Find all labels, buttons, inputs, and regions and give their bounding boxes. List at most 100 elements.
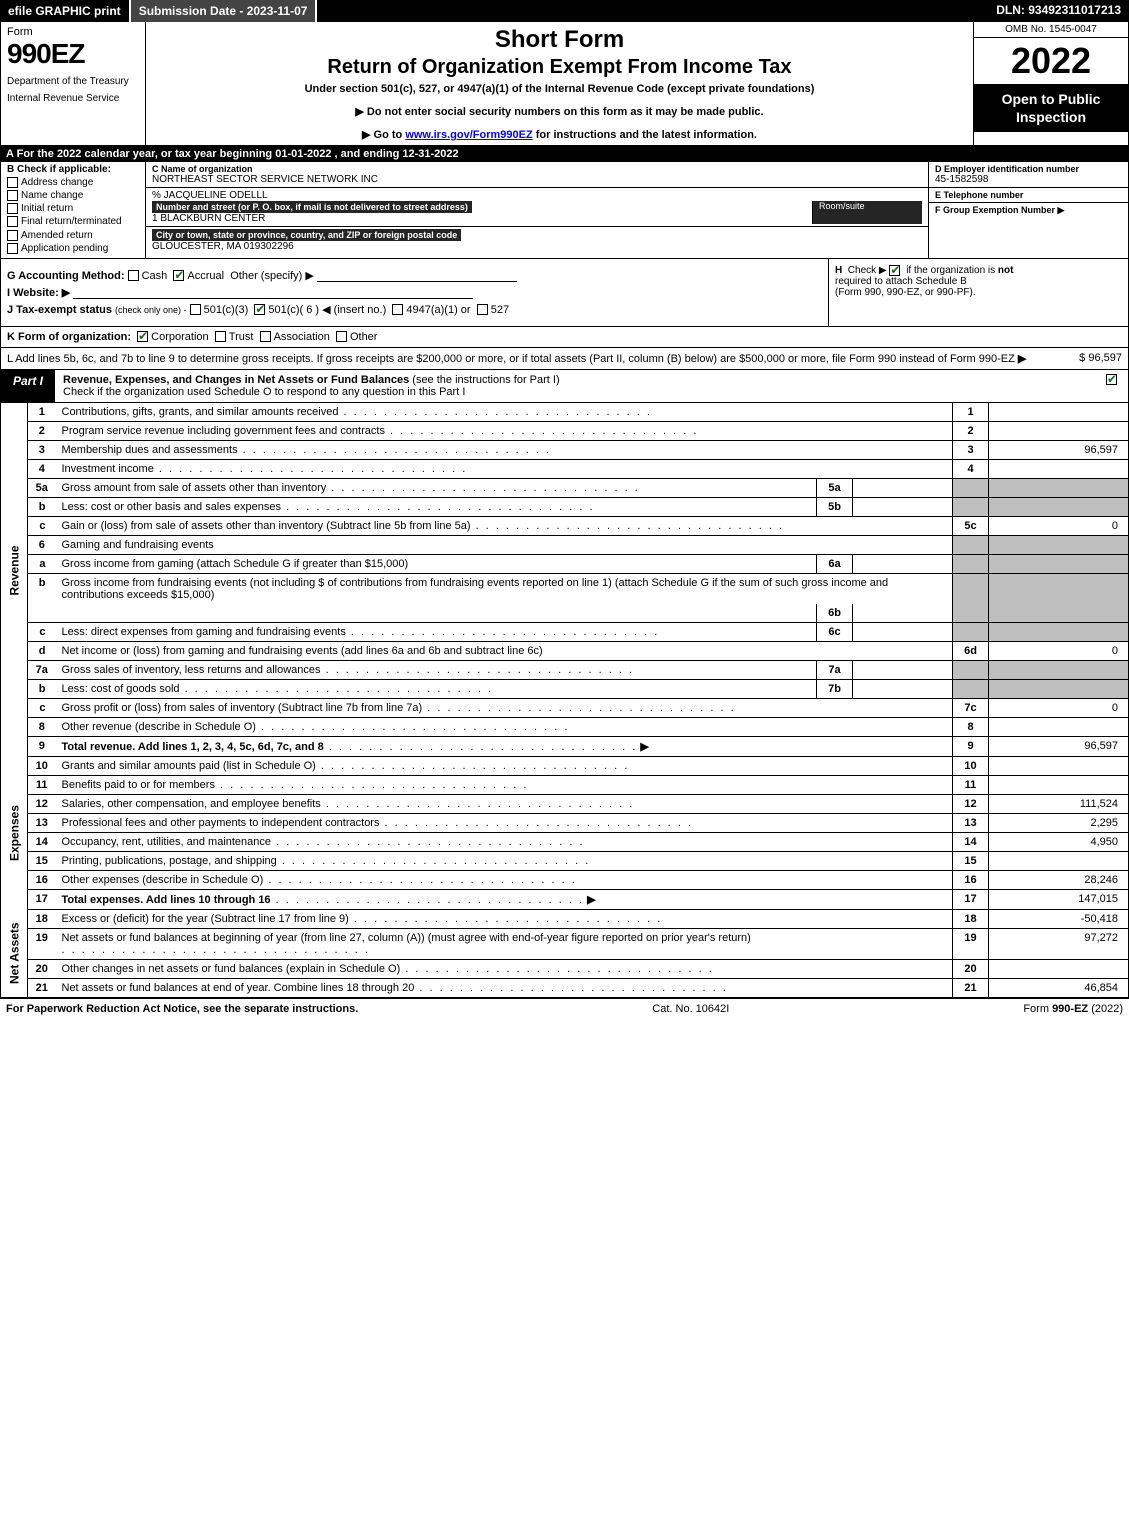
goto-suffix: for instructions and the latest informat… [533, 129, 757, 141]
c-city-row: City or town, state or province, country… [146, 227, 928, 254]
mn: 5b [817, 497, 853, 516]
d-ein-label: D Employer identification number [935, 164, 1122, 174]
cb-accrual[interactable] [173, 270, 184, 281]
val [989, 851, 1129, 870]
desc: Less: direct expenses from gaming and fu… [56, 622, 817, 641]
g-other-blank[interactable] [317, 270, 517, 282]
line-19: 19 Net assets or fund balances at beginn… [1, 928, 1129, 959]
j-note: (check only one) - [115, 305, 187, 315]
desc: Net income or (loss) from gaming and fun… [56, 641, 953, 660]
line-6: 6 Gaming and fundraising events [1, 535, 1129, 554]
cb-initial-return[interactable]: Initial return [7, 203, 139, 214]
ln: 8 [28, 717, 56, 736]
goto-link[interactable]: www.irs.gov/Form990EZ [405, 129, 532, 141]
f-group-label: F Group Exemption Number ▶ [935, 205, 1122, 216]
footer-mid: Cat. No. 10642I [652, 1003, 729, 1015]
ln: 16 [28, 870, 56, 889]
cb-application-pending[interactable]: Application pending [7, 243, 139, 254]
rn-shade [953, 554, 989, 573]
desc: Less: cost of goods sold [56, 679, 817, 698]
goto-prefix: ▶ Go to [362, 129, 405, 141]
cb-assoc[interactable] [260, 331, 271, 342]
val: 0 [989, 641, 1129, 660]
mv [853, 497, 953, 516]
cb-label: Amended return [21, 230, 93, 241]
val: 0 [989, 698, 1129, 717]
row-a: A For the 2022 calendar year, or tax yea… [0, 146, 1129, 162]
cb-4947[interactable] [392, 304, 403, 315]
rn: 21 [953, 978, 989, 997]
cb-other[interactable] [336, 331, 347, 342]
footer-right: Form 990-EZ (2022) [1023, 1003, 1123, 1015]
line-21: 21 Net assets or fund balances at end of… [1, 978, 1129, 997]
val [989, 421, 1129, 440]
col-c: C Name of organization NORTHEAST SECTOR … [146, 162, 928, 258]
h-label: H [835, 265, 842, 276]
mv [853, 554, 953, 573]
val: 111,524 [989, 794, 1129, 813]
j-527: 527 [491, 304, 509, 316]
line-6d: d Net income or (loss) from gaming and f… [1, 641, 1129, 660]
g-accrual: Accrual [187, 270, 224, 282]
revenue-side-label: Revenue [1, 403, 28, 737]
desc: Gross profit or (loss) from sales of inv… [56, 698, 953, 717]
lines-table: Revenue 1 Contributions, gifts, grants, … [0, 403, 1129, 998]
ln: 21 [28, 978, 56, 997]
cb-address-change[interactable]: Address change [7, 177, 139, 188]
part1-tab: Part I [1, 370, 55, 402]
cb-corp[interactable] [137, 331, 148, 342]
ln: b [28, 497, 56, 516]
desc: Excess or (deficit) for the year (Subtra… [56, 909, 953, 928]
cb-name-change[interactable]: Name change [7, 190, 139, 201]
rn-shade [953, 478, 989, 497]
c-street-label: Number and street (or P. O. box, if mail… [152, 201, 472, 213]
cb-part1-schedO[interactable] [1106, 374, 1117, 385]
tax-year: 2022 [974, 38, 1128, 84]
ln: 2 [28, 421, 56, 440]
desc: Program service revenue including govern… [56, 421, 953, 440]
rn: 4 [953, 459, 989, 478]
goto-note: ▶ Go to www.irs.gov/Form990EZ for instru… [152, 128, 967, 141]
i-label: I Website: ▶ [7, 287, 70, 299]
row-a-text: For the 2022 calendar year, or tax year … [17, 148, 459, 160]
val [989, 403, 1129, 422]
form-code: 990EZ [7, 38, 139, 70]
part1-title-rest: (see the instructions for Part I) [409, 374, 559, 386]
desc: Salaries, other compensation, and employ… [56, 794, 953, 813]
rn: 14 [953, 832, 989, 851]
h-text2: if the organization is [906, 265, 995, 276]
cb-label: Address change [21, 177, 93, 188]
cb-cash[interactable] [128, 270, 139, 281]
line-10: Expenses 10 Grants and similar amounts p… [1, 756, 1129, 775]
cb-final-return[interactable]: Final return/terminated [7, 216, 139, 227]
ln-blank [28, 604, 56, 623]
rn: 13 [953, 813, 989, 832]
dept-treasury: Department of the Treasury [7, 76, 139, 87]
desc: Other changes in net assets or fund bala… [56, 959, 953, 978]
desc: Occupancy, rent, utilities, and maintena… [56, 832, 953, 851]
c-name-label: C Name of organization [152, 164, 922, 174]
val [989, 459, 1129, 478]
i-website-blank[interactable] [73, 287, 473, 299]
row-k: K Form of organization: Corporation Trus… [0, 327, 1129, 348]
cb-amended-return[interactable]: Amended return [7, 230, 139, 241]
val: 96,597 [989, 736, 1129, 756]
cb-501c[interactable] [254, 304, 265, 315]
val: 2,295 [989, 813, 1129, 832]
cb-501c3[interactable] [190, 304, 201, 315]
ln: d [28, 641, 56, 660]
line-17: 17 Total expenses. Add lines 10 through … [1, 889, 1129, 909]
desc: Printing, publications, postage, and shi… [56, 851, 953, 870]
rn-shade [953, 660, 989, 679]
rn: 1 [953, 403, 989, 422]
cb-trust[interactable] [215, 331, 226, 342]
desc: Gaming and fundraising events [56, 535, 953, 554]
h-text3: required to attach Schedule B [835, 276, 967, 287]
cb-527[interactable] [477, 304, 488, 315]
val-shade [989, 554, 1129, 573]
desc: Net assets or fund balances at beginning… [56, 928, 953, 959]
desc-blank [56, 604, 817, 623]
cb-h[interactable] [889, 265, 900, 276]
ln: 11 [28, 775, 56, 794]
efile-print[interactable]: efile GRAPHIC print [0, 0, 131, 22]
